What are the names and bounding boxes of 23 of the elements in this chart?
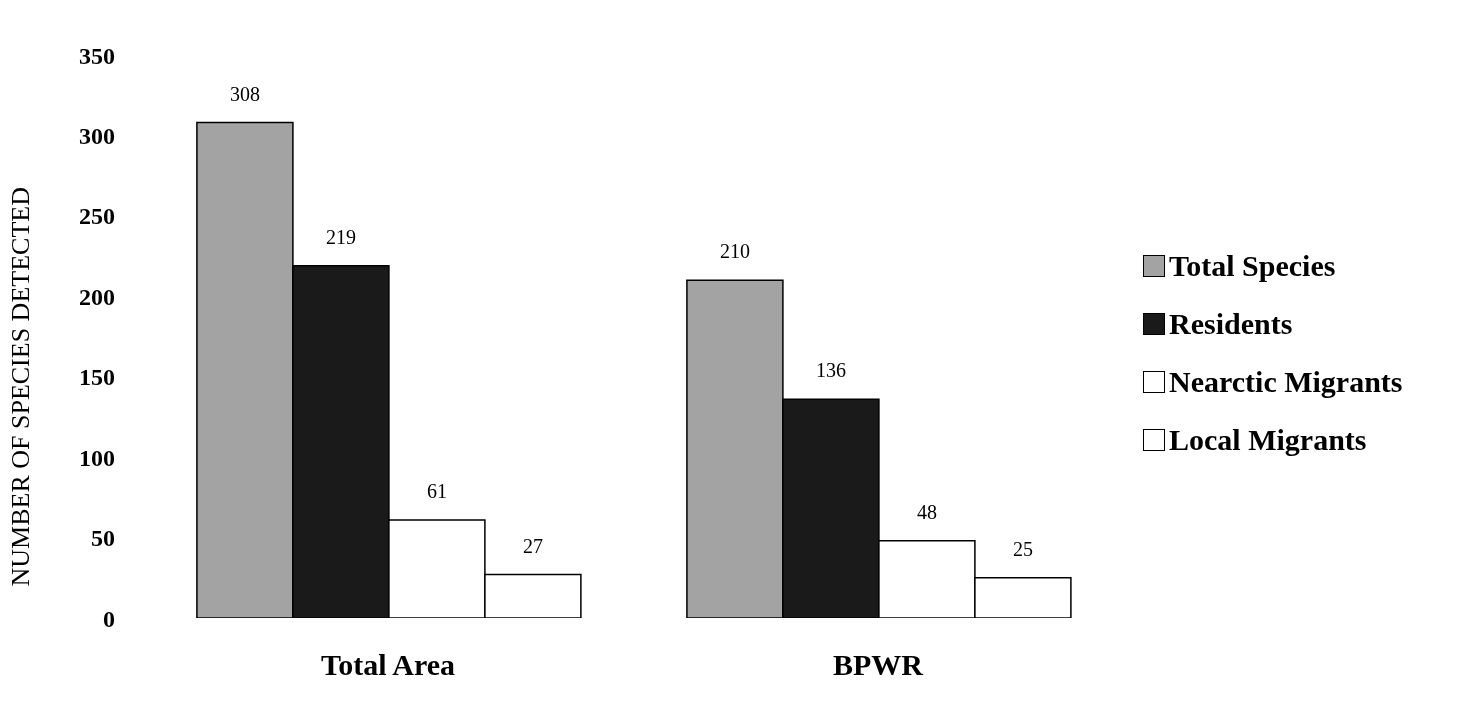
data-label: 48: [916, 500, 937, 523]
legend-label: Total Species: [1169, 249, 1336, 283]
y-axis-title: NUMBER OF SPECIES DETECTED: [6, 187, 36, 587]
data-label: 308: [229, 82, 260, 105]
data-label: 61: [426, 479, 447, 502]
y-tick-label: 350: [79, 42, 115, 69]
data-label: 27: [522, 534, 543, 557]
legend-label: Residents: [1169, 307, 1293, 341]
legend-label: Local Migrants: [1169, 423, 1367, 457]
y-tick-label: 250: [79, 203, 115, 230]
x-tick-label: Total Area: [320, 648, 456, 682]
legend-label: Nearctic Migrants: [1169, 365, 1403, 399]
data-label: 210: [719, 240, 750, 263]
x-tick-label: BPWR: [833, 648, 924, 682]
y-tick-label: 50: [91, 525, 115, 552]
data-label: 219: [325, 225, 356, 248]
y-tick-label: 100: [79, 444, 115, 471]
y-tick-label: 0: [103, 605, 115, 632]
y-tick-label: 200: [79, 283, 115, 310]
data-label: 25: [1012, 537, 1033, 560]
data-label: 136: [815, 359, 846, 382]
y-tick-label: 300: [79, 122, 115, 149]
y-tick-label: 150: [79, 364, 115, 391]
